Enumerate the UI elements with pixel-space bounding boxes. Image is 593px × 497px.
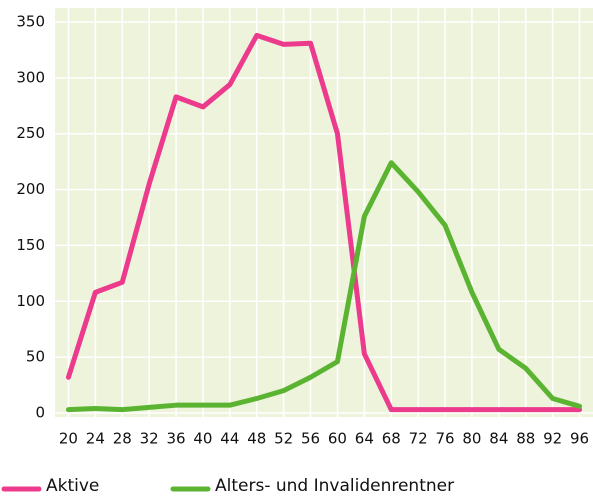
- y-tick-label: 300: [16, 68, 45, 86]
- x-tick-label: 52: [274, 430, 293, 448]
- data-line: [65, 160, 583, 413]
- data-line: [65, 32, 583, 413]
- x-tick-label: 40: [193, 430, 212, 448]
- y-tick-label: 350: [16, 13, 45, 31]
- x-tick-label: 76: [436, 430, 455, 448]
- x-tick-label: 56: [301, 430, 320, 448]
- y-tick-label: 50: [26, 348, 45, 366]
- y-tick-label: 150: [16, 236, 45, 254]
- x-tick-label: 44: [220, 430, 239, 448]
- x-tick-label: 84: [489, 430, 508, 448]
- legend-label: Aktive: [46, 476, 99, 496]
- x-tick-label: 88: [516, 430, 535, 448]
- x-tick-label: 28: [113, 430, 132, 448]
- y-tick-label: 200: [16, 180, 45, 198]
- y-tick-label: 100: [16, 292, 45, 310]
- x-tick-label: 60: [328, 430, 347, 448]
- x-tick-label: 32: [140, 430, 159, 448]
- x-tick-label: 80: [462, 430, 481, 448]
- x-tick-label: 36: [167, 430, 186, 448]
- plot-background: [55, 8, 593, 417]
- x-tick-label: 48: [247, 430, 266, 448]
- x-tick-label: 72: [409, 430, 428, 448]
- x-tick-label: 68: [382, 430, 401, 448]
- x-tick-label: 92: [543, 430, 562, 448]
- y-tick-label: 250: [16, 124, 45, 142]
- x-tick-label: 96: [570, 430, 589, 448]
- y-tick-label: 0: [35, 404, 45, 422]
- x-tick-label: 20: [59, 430, 78, 448]
- legend-label: Alters- und Invalidenrentner: [215, 476, 454, 496]
- x-tick-label: 64: [355, 430, 374, 448]
- x-tick-label: 24: [86, 430, 105, 448]
